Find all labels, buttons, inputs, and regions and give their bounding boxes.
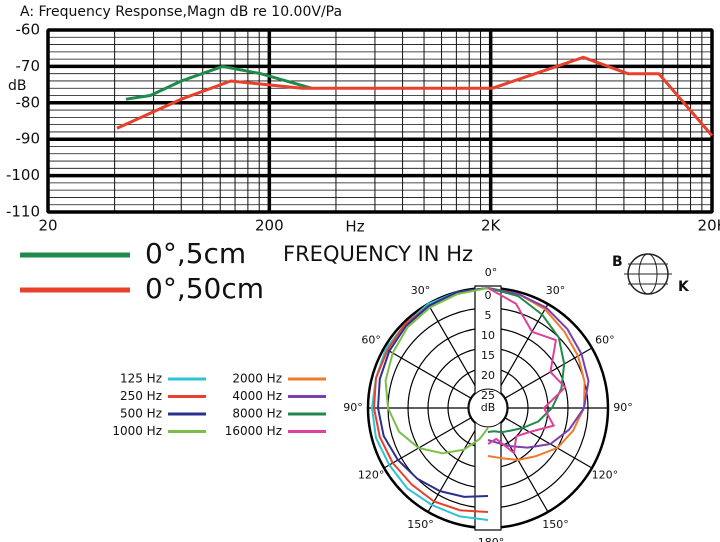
chart-title: A: Frequency Response,Magn dB re 10.00V/… [20, 4, 342, 20]
x-axis-label: Hz [345, 218, 364, 236]
angle-label: 150° [407, 518, 434, 531]
y-tick-label: -70 [16, 57, 41, 75]
line-series [116, 55, 714, 137]
angle-label: 120° [592, 469, 619, 482]
legend-label: 2000 Hz [232, 372, 282, 386]
plot-frame [46, 28, 714, 214]
center-disc [468, 388, 508, 428]
x-tick-label: 20K [698, 217, 720, 235]
angle-label: 0° [485, 266, 498, 279]
x-tick-label: 2K [481, 217, 502, 235]
r-tick-label: 5 [485, 309, 492, 322]
x-axis-title: FREQUENCY IN Hz [283, 242, 473, 266]
legend-label: 1000 Hz [112, 424, 162, 438]
polar-series [487, 287, 566, 434]
logo-text: K [678, 279, 690, 295]
r-tick-label: 10 [481, 329, 495, 342]
angle-label: 150° [542, 518, 569, 531]
polar-series [487, 287, 567, 454]
angle-label: 90° [343, 401, 363, 414]
r-tick-label: 20 [481, 369, 495, 382]
legend-label: 250 Hz [120, 389, 162, 403]
angle-label: 60° [361, 334, 381, 347]
angle-label: 30° [411, 284, 431, 297]
angle-label: 30° [546, 284, 566, 297]
y-tick-label: -60 [16, 21, 41, 39]
legend-label: 0°,5cm [145, 237, 246, 270]
legend-label: 125 Hz [120, 372, 162, 386]
y-tick-label: -90 [16, 130, 41, 148]
polar-series [487, 287, 590, 449]
y-tick-label: -80 [16, 93, 41, 111]
line-series [125, 64, 312, 101]
legend-label: 8000 Hz [232, 407, 282, 421]
polar-series [384, 287, 489, 455]
r-tick-label: 0 [485, 289, 492, 302]
polar-series [377, 287, 489, 498]
angle-label: 120° [358, 469, 385, 482]
angle-label: 180° [478, 536, 505, 542]
y-axis-label: dB [8, 78, 27, 94]
r-axis-label: dB [481, 401, 496, 414]
legend-label: 16000 Hz [225, 424, 282, 438]
r-tick-label: 15 [481, 349, 495, 362]
polar-series [371, 287, 489, 521]
y-tick-label: -110 [6, 203, 40, 221]
x-tick-label: 200 [255, 217, 284, 235]
legend-label: 4000 Hz [232, 389, 282, 403]
legend-label: 0°,50cm [145, 272, 264, 305]
logo-text: B [612, 254, 623, 270]
y-tick-label: -100 [6, 166, 40, 184]
r-tick-label: 25 [481, 389, 495, 402]
legend-label: 500 Hz [120, 407, 162, 421]
angle-label: 90° [613, 401, 633, 414]
logo: B K [612, 253, 690, 295]
x-tick-label: 20 [38, 217, 57, 235]
angle-label: 60° [595, 334, 615, 347]
